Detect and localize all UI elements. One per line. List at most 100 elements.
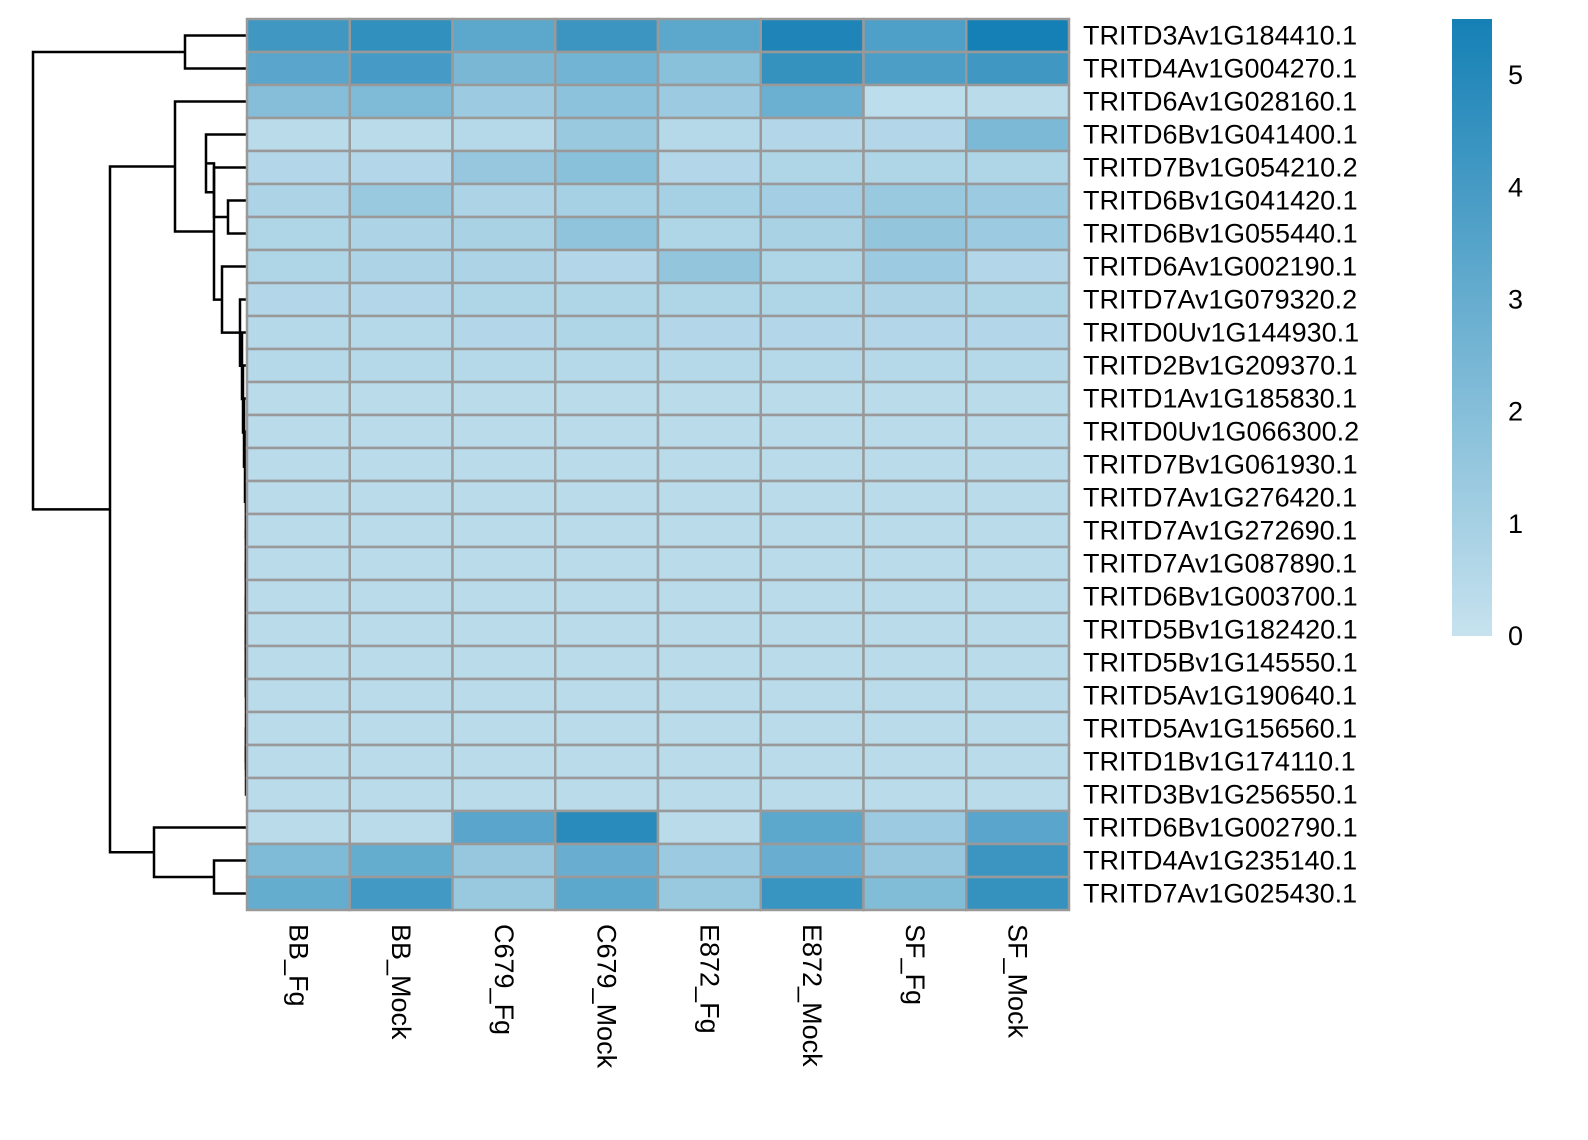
heatmap-cell (245, 347, 351, 384)
heatmap-cell (965, 380, 1071, 417)
heatmap-cell (348, 149, 454, 186)
heatmap-cell (656, 83, 762, 120)
dendrogram-branch (212, 166, 247, 219)
heatmap-cell (348, 875, 454, 912)
colorbar-tick-label: 4 (1508, 172, 1523, 202)
heatmap-cell (862, 677, 968, 714)
dendrogram-branch (31, 50, 185, 511)
heatmap-cell (759, 116, 865, 153)
heatmap-cell (965, 809, 1071, 846)
heatmap-cell (656, 842, 762, 879)
heatmap-cell (656, 17, 762, 54)
heatmap-cell (245, 215, 351, 252)
heatmap-cell (862, 842, 968, 879)
row-label: TRITD7Av1G272690.1 (1083, 516, 1357, 546)
heatmap-cell (348, 611, 454, 648)
heatmap-cell (862, 248, 968, 285)
heatmap-cell (862, 875, 968, 912)
column-label: BB_Fg (283, 924, 313, 1007)
heatmap-cell (965, 281, 1071, 318)
heatmap-cell (348, 50, 454, 87)
heatmap-cell (656, 446, 762, 483)
row-label: TRITD6Bv1G003700.1 (1083, 582, 1358, 612)
heatmap-cell (245, 446, 351, 483)
heatmap-cell (656, 248, 762, 285)
heatmap-cell (965, 611, 1071, 648)
row-label: TRITD7Bv1G061930.1 (1083, 450, 1358, 480)
heatmap-cell (862, 116, 968, 153)
heatmap-cell (965, 743, 1071, 780)
heatmap-cell (965, 248, 1071, 285)
heatmap-cell (348, 710, 454, 747)
heatmap-cell (965, 182, 1071, 219)
heatmap-cell (245, 842, 351, 879)
row-label: TRITD5Av1G156560.1 (1083, 714, 1357, 744)
heatmap-cell (348, 842, 454, 879)
heatmap-cell (656, 413, 762, 450)
heatmap-cell (348, 182, 454, 219)
heatmap-cell (245, 512, 351, 549)
row-label: TRITD6Bv1G055440.1 (1083, 219, 1358, 249)
heatmap-cell (554, 17, 660, 54)
heatmap-cell (759, 182, 865, 219)
heatmap-cell (451, 182, 557, 219)
heatmap-cell (759, 314, 865, 351)
row-label: TRITD4Av1G004270.1 (1083, 54, 1357, 84)
heatmap-cell (554, 281, 660, 318)
column-label: C679_Fg (489, 924, 519, 1035)
heatmap-cell (451, 215, 557, 252)
heatmap-cell (656, 314, 762, 351)
heatmap-cell (965, 50, 1071, 87)
heatmap-cell (862, 215, 968, 252)
column-label: SF_Mock (1003, 924, 1033, 1039)
row-label: TRITD3Bv1G256550.1 (1083, 780, 1358, 810)
heatmap-cell (759, 644, 865, 681)
heatmap-cell (554, 314, 660, 351)
row-label: TRITD5Bv1G145550.1 (1083, 648, 1358, 678)
row-label: TRITD6Bv1G041420.1 (1083, 186, 1358, 216)
colorbar-tick-label: 2 (1508, 397, 1523, 427)
heatmap-cell (759, 215, 865, 252)
heatmap-cell (656, 809, 762, 846)
heatmap-cell (759, 842, 865, 879)
heatmap-cell (862, 710, 968, 747)
heatmap-cell (245, 380, 351, 417)
heatmap-cell (451, 50, 557, 87)
heatmap-cell (656, 182, 762, 219)
heatmap-cell (245, 413, 351, 450)
heatmap-cell (965, 215, 1071, 252)
heatmap-cell (554, 149, 660, 186)
heatmap-cell (759, 248, 865, 285)
colorbar-tick-label: 3 (1508, 284, 1523, 314)
heatmap-cell (348, 512, 454, 549)
heatmap-cell (862, 644, 968, 681)
heatmap-cell (965, 314, 1071, 351)
column-labels: BB_Fg BB_Mock C679_Fg C679_Mock E872_Fg E872_… (283, 924, 1032, 1069)
row-label: TRITD1Av1G185830.1 (1083, 384, 1357, 414)
heatmap-cell (759, 677, 865, 714)
row-label: TRITD3Av1G184410.1 (1083, 21, 1357, 51)
row-label: TRITD6Bv1G041400.1 (1083, 120, 1358, 150)
column-label: C679_Mock (592, 924, 622, 1069)
heatmap-cell (451, 413, 557, 450)
heatmap-cell (759, 413, 865, 450)
heatmap-cell (759, 710, 865, 747)
heatmap-cell (451, 116, 557, 153)
heatmap-cells (245, 17, 1071, 912)
heatmap-cell (759, 17, 865, 54)
row-label: TRITD5Bv1G182420.1 (1083, 615, 1358, 645)
heatmap-cell (656, 149, 762, 186)
colorbar-tick-label: 1 (1508, 509, 1523, 539)
heatmap-cell (759, 512, 865, 549)
heatmap-cell (759, 446, 865, 483)
heatmap-cell (348, 215, 454, 252)
heatmap-cell (656, 776, 762, 813)
heatmap-cell (656, 644, 762, 681)
heatmap-cell (759, 809, 865, 846)
heatmap-cell (862, 743, 968, 780)
heatmap-cell (656, 215, 762, 252)
heatmap-cell (245, 743, 351, 780)
heatmap-cell (759, 578, 865, 615)
heatmap-cell (862, 545, 968, 582)
dendrogram-branch (152, 826, 247, 879)
